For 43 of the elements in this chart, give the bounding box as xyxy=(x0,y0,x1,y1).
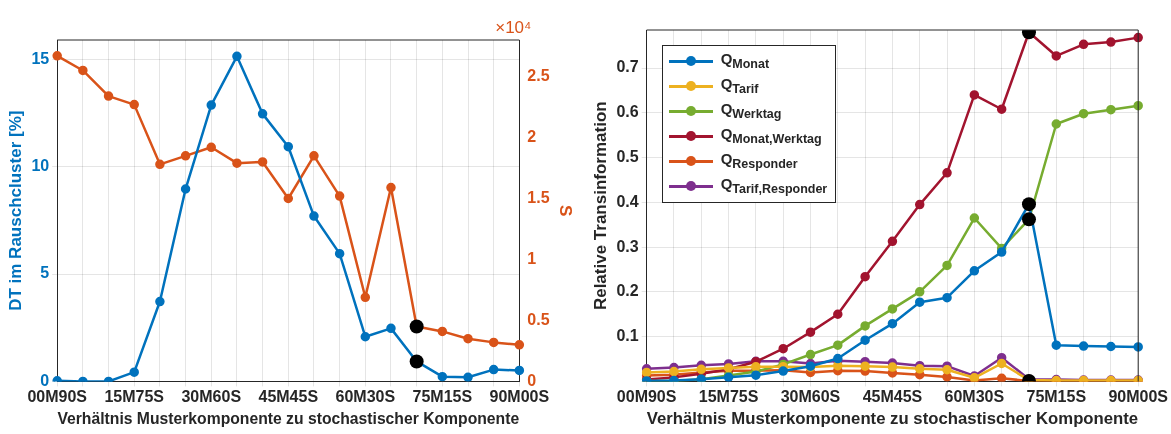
x-tick-label: 60M30S xyxy=(944,388,1005,406)
legend-label: Q$_{Monat}$ xyxy=(720,50,770,71)
y-tick-label: 10 xyxy=(31,157,50,175)
y-tick-label: 0.5 xyxy=(616,147,639,165)
y-tick-label: 0.6 xyxy=(616,103,639,121)
legend-label: Q$_{Werktag}$ xyxy=(720,100,782,121)
y-axis-title: Relative Transinformation xyxy=(590,101,610,311)
text: ×10⁴ xyxy=(495,18,532,38)
legend-label: Q$_{Tarif}$ xyxy=(720,75,759,96)
y-tick-label: 0 xyxy=(40,371,50,389)
x-axis-title: Verhältnis Musterkomponente zu stochastischer Komponente xyxy=(57,408,520,428)
legend-label: Q$_{Tarif,Responder}$ xyxy=(720,175,828,196)
x-tick-label: 15M75S xyxy=(104,388,165,406)
x-tick-label: 00M90S xyxy=(616,388,677,406)
y2-tick-label: 0 xyxy=(527,371,537,389)
y2-tick-label: 1.5 xyxy=(527,188,550,206)
y-tick-label: 5 xyxy=(40,264,50,282)
y-tick-label: 0.7 xyxy=(616,58,639,76)
y-axis-title: DT im Rauschcluster [%] xyxy=(5,110,25,311)
y2-tick-label: 1 xyxy=(527,249,537,267)
x-tick-label: 45M45S xyxy=(862,388,923,406)
x-tick-label: 00M90S xyxy=(27,388,88,406)
x-tick-label: 30M60S xyxy=(780,388,841,406)
x-tick-label: 75M15S xyxy=(412,388,473,406)
y-tick-label: 15 xyxy=(31,49,50,67)
x-tick-label: 15M75S xyxy=(698,388,759,406)
x-tick-label: 60M30S xyxy=(335,388,396,406)
y-tick-label: 0.3 xyxy=(616,237,639,255)
x-tick-label: 30M60S xyxy=(181,388,242,406)
x-tick-label: 90M00S xyxy=(1108,388,1169,406)
x-tick-label: 90M00S xyxy=(489,388,550,406)
y-tick-label: 0.2 xyxy=(616,282,639,300)
y2-tick-label: 2 xyxy=(527,127,537,145)
y2-tick-label: 2.5 xyxy=(527,66,550,84)
y-tick-label: 0.4 xyxy=(616,192,639,210)
y2-axis-title: S xyxy=(556,205,576,217)
x-tick-label: 45M45S xyxy=(258,388,319,406)
legend-label: Q$_{Monat,Werktag}$ xyxy=(720,125,822,146)
legend-label: Q$_{Responder}$ xyxy=(720,150,798,171)
y-tick-label: 0.1 xyxy=(616,327,639,345)
x-tick-label: 75M15S xyxy=(1026,388,1087,406)
y2-tick-label: 0.5 xyxy=(527,310,550,328)
x-axis-title: Verhältnis Musterkomponente zu stochastischer Komponente xyxy=(646,409,1139,429)
